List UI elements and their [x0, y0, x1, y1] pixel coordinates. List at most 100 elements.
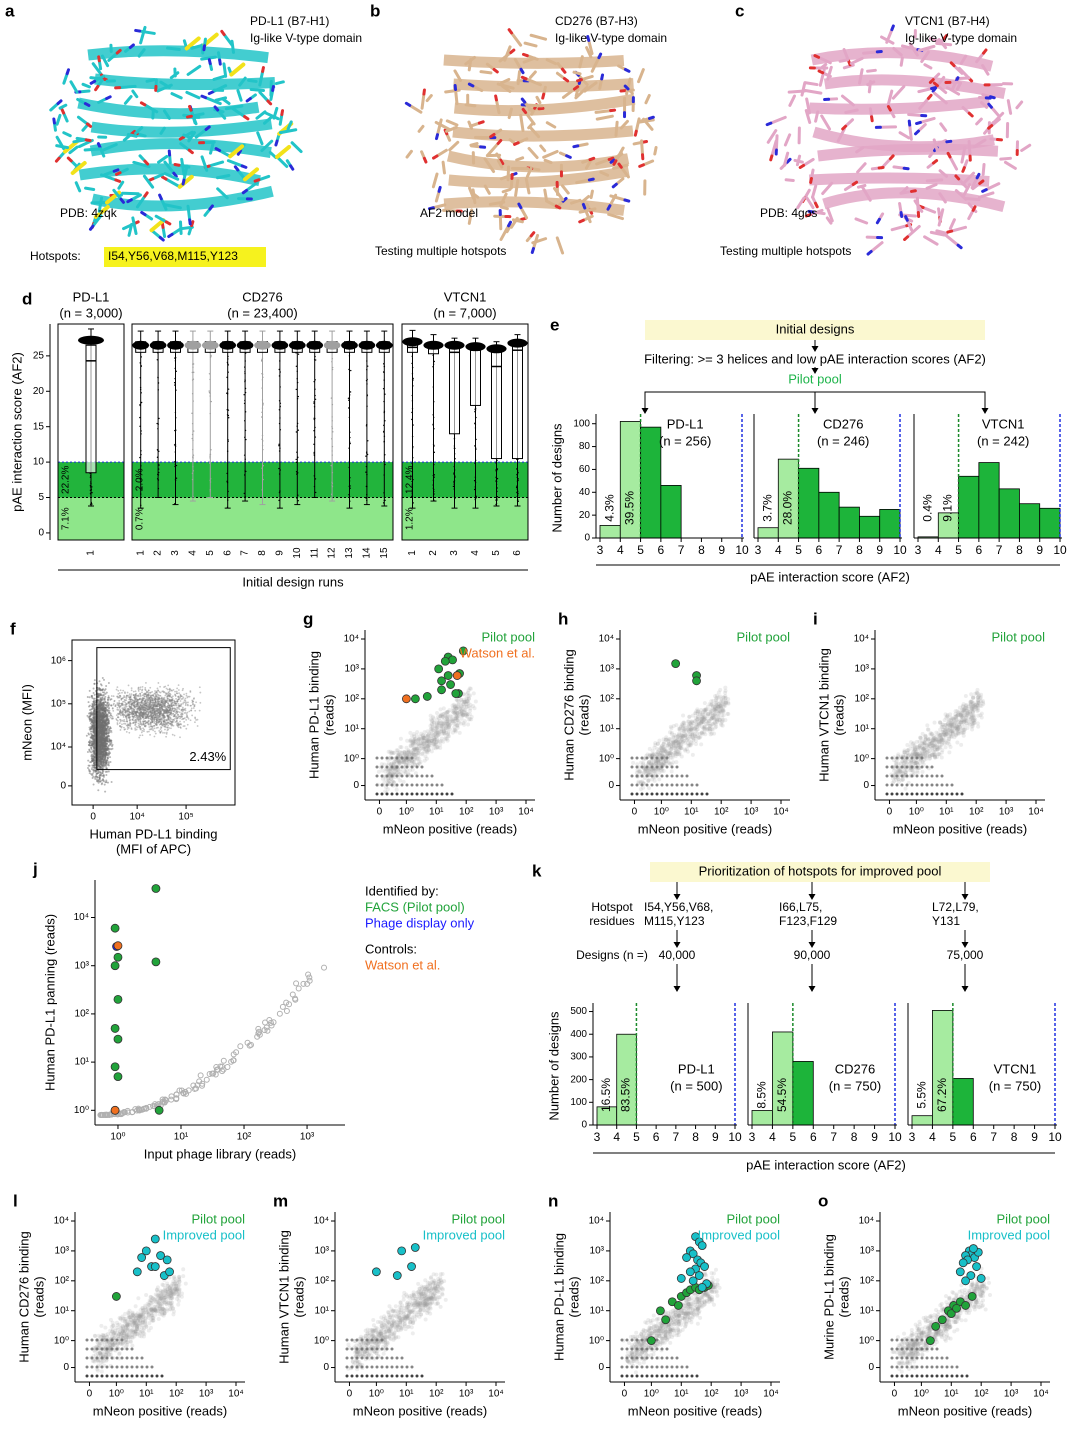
side-chain	[935, 229, 949, 235]
side-chain	[906, 224, 921, 239]
atom	[214, 147, 222, 153]
event	[106, 759, 109, 762]
ribbon	[809, 95, 991, 115]
design-point	[432, 416, 435, 419]
event	[92, 740, 95, 743]
design-point	[313, 429, 315, 432]
design-point	[331, 484, 333, 486]
design-point	[140, 465, 142, 467]
side-chain	[431, 203, 447, 210]
event	[92, 766, 95, 769]
side-chain	[929, 37, 941, 44]
design-point	[139, 362, 141, 364]
design-point	[226, 392, 229, 394]
design-point	[331, 445, 334, 448]
design-point	[349, 394, 351, 396]
design-point	[331, 482, 334, 485]
density-peak	[444, 340, 465, 350]
ribbon	[443, 196, 625, 216]
hist-bar	[660, 485, 682, 539]
side-chain	[405, 149, 413, 159]
side-chain	[186, 204, 192, 222]
side-chain	[594, 109, 613, 114]
atom	[60, 107, 66, 115]
side-chain	[129, 193, 142, 202]
design-point	[157, 423, 159, 425]
side-chain	[525, 166, 533, 178]
design-point	[90, 474, 92, 477]
atom	[404, 101, 412, 107]
event	[103, 697, 106, 700]
event	[188, 710, 191, 713]
design-point	[313, 453, 315, 455]
design-point	[433, 463, 435, 466]
event	[92, 783, 95, 786]
design-point	[279, 417, 281, 419]
atom	[119, 197, 125, 204]
event	[106, 703, 109, 706]
x-tick-label: 10	[1053, 543, 1067, 557]
design-point	[228, 417, 230, 419]
event	[101, 779, 104, 782]
event	[118, 722, 121, 725]
atom	[581, 202, 587, 210]
atom	[218, 58, 222, 66]
design-point	[365, 471, 367, 473]
design-point	[496, 490, 498, 493]
hist-bar	[958, 475, 980, 539]
side-chain	[529, 33, 548, 41]
x-tick-label: 12	[327, 547, 338, 559]
side-chain	[804, 109, 812, 124]
event	[106, 742, 109, 745]
group-title: CD276	[242, 289, 282, 304]
event	[101, 743, 104, 746]
design-point	[348, 480, 351, 482]
side-chain	[138, 29, 156, 35]
design-point	[349, 431, 351, 433]
y-tick-label: 100	[573, 418, 590, 429]
design-point	[383, 460, 385, 463]
box	[470, 344, 481, 406]
atom	[160, 221, 165, 229]
event	[117, 692, 120, 695]
design-point	[158, 417, 160, 420]
atom	[520, 97, 527, 104]
y-tick-label: 5	[38, 492, 44, 503]
design-point	[453, 465, 455, 468]
design-point	[474, 427, 477, 429]
design-point	[411, 362, 413, 365]
design-point	[432, 443, 435, 446]
event	[116, 706, 119, 709]
atom	[521, 107, 528, 115]
design-point	[331, 368, 334, 371]
side-chain	[999, 156, 1012, 161]
event	[181, 715, 183, 718]
atom	[847, 59, 852, 67]
event	[182, 725, 185, 728]
event	[91, 776, 94, 779]
event	[164, 728, 166, 731]
side-chain	[258, 90, 270, 103]
event	[99, 756, 102, 759]
event	[97, 712, 100, 715]
design-point	[516, 496, 518, 498]
design-point	[432, 354, 434, 357]
atom	[554, 204, 562, 210]
side-chain	[945, 86, 961, 96]
design-point	[139, 377, 141, 379]
design-point	[383, 365, 386, 368]
x-tick-label: 7	[996, 543, 1003, 557]
x-tick-label: 4	[775, 543, 782, 557]
side-chain	[258, 69, 265, 87]
event	[90, 712, 93, 715]
hotspot-residue	[243, 167, 260, 182]
side-chain	[814, 110, 820, 123]
event	[103, 758, 106, 761]
atom	[641, 140, 649, 144]
design-point	[350, 369, 352, 372]
design-point	[383, 474, 385, 476]
side-chain	[132, 160, 151, 169]
density-peak	[486, 344, 507, 354]
event	[178, 692, 180, 695]
density-peak	[341, 340, 358, 350]
